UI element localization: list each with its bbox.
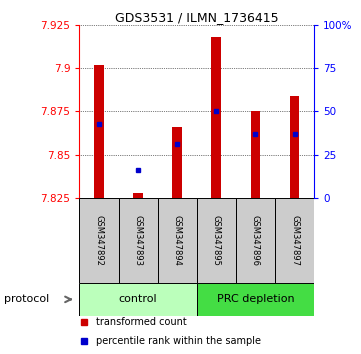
Bar	[251, 112, 260, 198]
Bar	[275, 198, 314, 283]
Bar	[197, 283, 314, 316]
Text: control: control	[119, 295, 157, 304]
Bar	[172, 127, 182, 198]
Bar	[94, 65, 104, 198]
Bar	[118, 198, 158, 283]
Text: percentile rank within the sample: percentile rank within the sample	[96, 336, 261, 346]
Text: PRC depletion: PRC depletion	[217, 295, 294, 304]
Text: transformed count: transformed count	[96, 317, 187, 327]
Text: GSM347893: GSM347893	[134, 215, 143, 266]
Text: GSM347892: GSM347892	[95, 215, 104, 266]
Title: GDS3531 / ILMN_1736415: GDS3531 / ILMN_1736415	[115, 11, 279, 24]
Text: GSM347894: GSM347894	[173, 215, 182, 266]
Bar	[79, 198, 118, 283]
Text: GSM347895: GSM347895	[212, 215, 221, 266]
Bar	[133, 193, 143, 198]
Bar	[212, 37, 221, 198]
Bar	[290, 96, 299, 198]
Bar	[197, 198, 236, 283]
Text: GSM347897: GSM347897	[290, 215, 299, 266]
Text: GSM347896: GSM347896	[251, 215, 260, 266]
Text: protocol: protocol	[4, 295, 49, 304]
Bar	[158, 198, 197, 283]
Bar	[236, 198, 275, 283]
Bar	[79, 283, 197, 316]
